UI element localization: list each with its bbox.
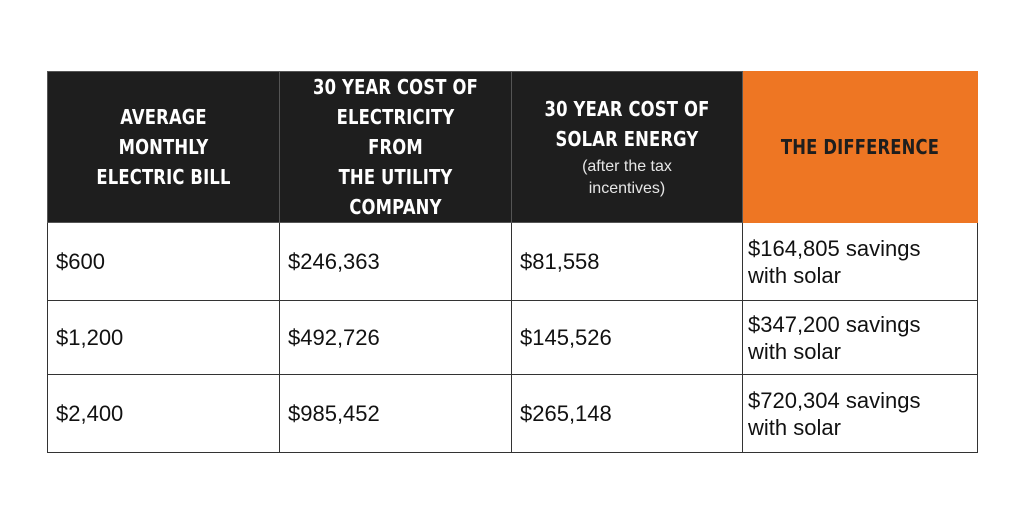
table-row: $2,400 $985,452 $265,148 $720,304 saving…: [47, 374, 978, 453]
header-row: AVERAGE MONTHLY ELECTRIC BILL 30 YEAR CO…: [47, 71, 978, 223]
cell-monthly-bill: $600: [47, 222, 280, 301]
cost-comparison-table: AVERAGE MONTHLY ELECTRIC BILL 30 YEAR CO…: [47, 71, 978, 453]
cell-solar-cost: $81,558: [511, 222, 743, 301]
header-monthly-bill: AVERAGE MONTHLY ELECTRIC BILL: [47, 71, 280, 223]
cell-utility-cost: $246,363: [279, 222, 512, 301]
table-body: $600 $246,363 $81,558 $164,805 savings w…: [47, 222, 978, 453]
header-difference-title: THE DIFFERENCE: [780, 135, 940, 159]
cell-utility-cost: $492,726: [279, 300, 512, 375]
header-solar-cost-note: (after the tax incentives): [582, 158, 672, 197]
header-solar-cost: 30 YEAR COST OF SOLAR ENERGY (after the …: [511, 71, 743, 223]
table-row: $1,200 $492,726 $145,526 $347,200 saving…: [47, 300, 978, 375]
header-difference: THE DIFFERENCE: [742, 71, 978, 223]
cell-monthly-bill: $2,400: [47, 374, 280, 453]
cell-solar-cost: $265,148: [511, 374, 743, 453]
cost-comparison-table-wrapper: AVERAGE MONTHLY ELECTRIC BILL 30 YEAR CO…: [47, 71, 978, 453]
cell-solar-cost: $145,526: [511, 300, 743, 375]
cell-monthly-bill: $1,200: [47, 300, 280, 375]
cell-utility-cost: $985,452: [279, 374, 512, 453]
table-row: $600 $246,363 $81,558 $164,805 savings w…: [47, 222, 978, 301]
cell-difference: $347,200 savings with solar: [742, 300, 978, 375]
header-solar-cost-title: 30 YEAR COST OF SOLAR ENERGY: [544, 97, 710, 151]
header-utility-cost: 30 YEAR COST OF ELECTRICITY FROM THE UTI…: [279, 71, 512, 223]
cell-difference: $164,805 savings with solar: [742, 222, 978, 301]
header-utility-cost-title: 30 YEAR COST OF ELECTRICITY FROM THE UTI…: [313, 75, 478, 219]
header-monthly-bill-title: AVERAGE MONTHLY ELECTRIC BILL: [96, 105, 231, 189]
cell-difference: $720,304 savings with solar: [742, 374, 978, 453]
table-header: AVERAGE MONTHLY ELECTRIC BILL 30 YEAR CO…: [47, 71, 978, 223]
